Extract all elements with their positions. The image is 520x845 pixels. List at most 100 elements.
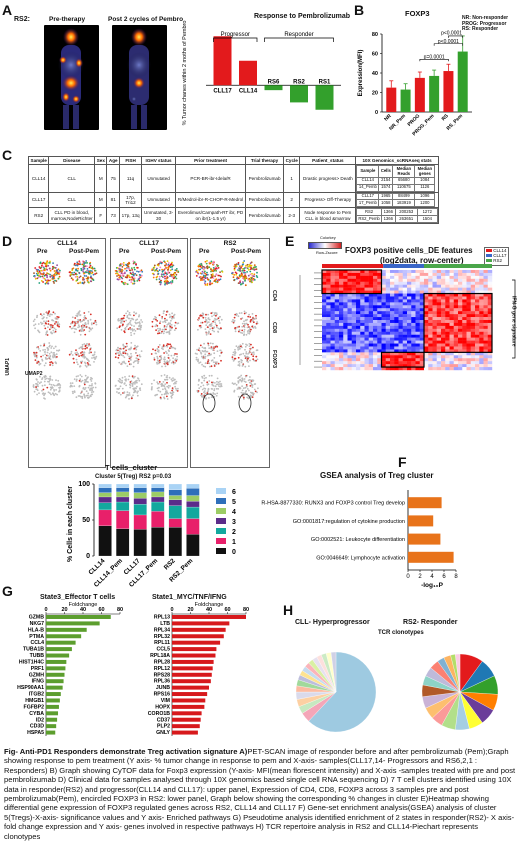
heatmap-cell [377,320,382,324]
heatmap-cell [415,272,420,277]
heatmap-cell [428,272,433,277]
heatmap-cell [381,305,386,309]
heatmap-cell [487,328,493,332]
heatmap-cell [377,328,382,332]
heatmap-cell [373,311,378,315]
heatmap-cell [419,340,425,344]
heatmap-cell [432,361,437,365]
heatmap-cell [441,361,446,365]
heatmap-cell [322,308,327,312]
y-tick-label: 60 [372,52,378,58]
stats-subtable: CLL17 1965 88499 1096 17_Pemb 1058 183919 1200 [356,192,436,208]
heatmap-cell [326,311,331,315]
heatmap-cell [334,320,340,324]
heatmap-cell [373,361,378,365]
heatmap-cell [373,290,378,294]
heatmap-cell [385,308,391,312]
heatmap-cell [462,367,467,371]
gene-label: RPL28 [154,659,170,665]
umap-column-box: CLL17 Pre Post-Pem [110,238,188,468]
heatmap-cell [377,311,382,315]
heatmap-cell [453,328,459,332]
heatmap-cell [432,340,437,344]
heatmap-cell [373,358,378,362]
stack-segment-cluster-6 [186,483,200,489]
heatmap-cell [351,346,357,350]
heatmap-cell [330,322,335,327]
heatmap-cell [334,325,340,330]
heatmap-cell [339,281,344,285]
heatmap-cell [441,281,446,285]
heatmap-cell [356,284,361,288]
heatmap-cell [322,317,327,321]
heatmap-highlight-box [380,351,425,368]
heatmap-cell [330,308,335,312]
heatmap-cell [322,311,327,315]
heatmap-cell [347,346,352,350]
heatmap-cell [462,340,467,344]
heatmap-cell [475,311,480,315]
heatmap-cell [483,302,488,306]
heatmap-cell [428,361,433,365]
heatmap-cell [487,317,493,321]
panel-f-chart: 0 2 4 6 8R-HSA-8877330: RUNX3 and FOXP3 cont… [261,490,458,589]
heatmap-cell [402,311,408,315]
gene-label: RPL13 [154,615,170,621]
heatmap-cell [415,355,420,359]
heatmap-cell [334,334,340,338]
heatmap-cell [398,293,403,297]
heatmap-cell [449,317,454,321]
heatmap-cell [326,290,331,294]
heatmap-cell [381,275,386,280]
heatmap-cell [356,299,361,303]
heatmap-cell [441,352,446,356]
heatmap-cell [330,364,335,368]
heatmap-cell [390,311,395,315]
heatmap-cell [351,317,357,321]
heatmap-cell [453,281,459,285]
panel-a-pre-label: Pre-therapy [49,16,86,23]
heatmap-cell [330,334,335,338]
heatmap-cell [368,302,374,306]
heatmap-cell [419,293,425,297]
heatmap-cell [436,325,442,330]
heatmap-cell [415,325,420,330]
heatmap-cell [458,305,463,309]
heatmap-cell [368,349,374,353]
heatmap-cell [462,337,467,341]
heatmap-cell [373,364,378,368]
heatmap-cell [466,343,471,347]
heatmap-cell [432,302,437,306]
stats-cell: 183919 [392,199,416,208]
heatmap-cell [475,317,480,321]
heatmap-cell [479,290,484,294]
heatmap-cell [356,314,361,318]
heatmap-cell [470,334,476,338]
heatmap-cell [343,328,348,332]
responder-bracket [264,37,334,42]
heatmap-cell [385,328,391,332]
heatmap-cell [351,311,357,315]
heatmap-cell [487,296,493,300]
heatmap-cell [449,284,454,288]
heatmap-cell [322,361,327,365]
heatmap-cell [368,293,374,297]
heatmap-cell [381,302,386,306]
heatmap-cell [364,355,369,359]
heatmap-cell [390,284,395,288]
heatmap-cell [351,334,357,338]
figure-caption: Fig- Anti-PD1 Responders demonstrate Tre… [4,747,516,841]
heatmap-cell [381,311,386,315]
heatmap-cell [343,349,348,353]
heatmap-cell [351,290,357,294]
heatmap-cell [347,343,352,347]
heatmap-cell [368,367,374,371]
heatmap-cell [449,281,454,285]
bar-prog_pem [429,75,440,112]
heatmap-cell [356,349,361,353]
heatmap-cell [322,328,327,332]
heatmap-cell [334,281,340,285]
heatmap-cell [487,287,493,291]
heatmap-cell [475,308,480,312]
